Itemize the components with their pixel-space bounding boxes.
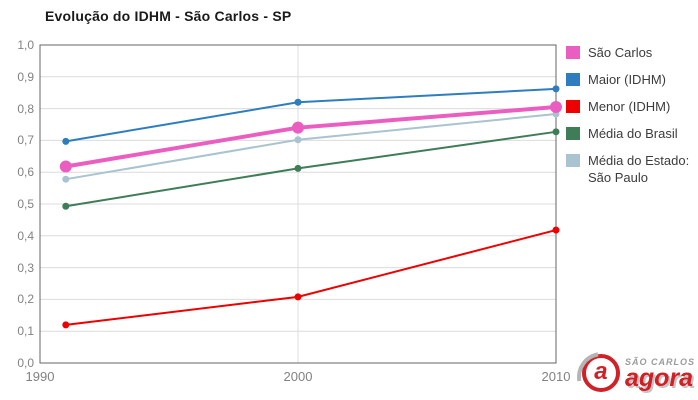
legend-item: Menor (IDHM): [566, 98, 696, 115]
x-tick-label: 1990: [25, 369, 55, 384]
sao-carlos-agora-logo: a SÃO CARLOS agora: [581, 354, 695, 392]
y-tick-label: 0,1: [17, 324, 34, 339]
legend-label: Maior (IDHM): [588, 72, 666, 87]
series-line: [64, 130, 557, 208]
legend-label: Média do Brasil: [588, 126, 678, 141]
y-tick-label: 0,7: [17, 133, 34, 148]
chart-title: Evolução do IDHM - São Carlos - SP: [45, 8, 292, 24]
legend-swatch-icon: [566, 127, 580, 140]
y-tick-label: 0,4: [17, 228, 34, 243]
y-tick-label: 0,3: [17, 260, 34, 275]
data-point: [552, 128, 560, 136]
agora-logo-icon: a: [581, 354, 620, 392]
legend-swatch-icon: [566, 73, 580, 86]
legend-item: São Carlos: [566, 44, 696, 61]
legend-swatch-icon: [566, 100, 580, 113]
y-tick-label: 1,0: [17, 38, 34, 52]
series-line: [64, 113, 557, 181]
data-point: [294, 293, 302, 301]
legend-item: Média do Estado: São Paulo: [566, 152, 696, 186]
data-point: [550, 101, 562, 114]
data-point: [294, 136, 302, 144]
logo-top-text: SÃO CARLOS: [624, 357, 695, 367]
chart-legend: São Carlos Maior (IDHM) Menor (IDHM) Média …: [566, 44, 696, 196]
x-tick-label: 2000: [283, 369, 313, 384]
data-point: [59, 160, 72, 173]
x-tick-label: 2010: [541, 369, 571, 384]
legend-swatch-icon: [566, 154, 580, 167]
data-point: [552, 85, 560, 93]
data-point: [62, 175, 70, 183]
y-tick-label: 0,6: [17, 165, 34, 180]
legend-swatch-icon: [566, 46, 580, 59]
data-point: [62, 202, 70, 210]
legend-item: Média do Brasil: [566, 125, 696, 142]
legend-label: Menor (IDHM): [588, 99, 671, 114]
logo-bottom-text: agora: [624, 364, 694, 392]
y-tick-label: 0,2: [17, 292, 34, 307]
legend-item: Maior (IDHM): [566, 71, 696, 88]
y-tick-label: 0,0: [17, 356, 34, 370]
plot-border: [39, 44, 557, 364]
legend-label: São Carlos: [588, 45, 653, 60]
logo-text: SÃO CARLOS agora: [624, 357, 695, 392]
y-tick-label: 0,9: [17, 69, 34, 84]
series-line: [63, 105, 558, 169]
data-point: [62, 137, 70, 145]
data-point: [292, 121, 304, 134]
legend-label: Média do Estado: São Paulo: [588, 153, 690, 185]
series-line: [64, 229, 557, 326]
data-point: [294, 98, 302, 106]
series-line: [64, 87, 557, 143]
y-tick-label: 0,8: [17, 101, 34, 116]
data-point: [62, 321, 70, 329]
data-point: [552, 226, 560, 234]
y-tick-label: 0,5: [17, 197, 34, 211]
data-point: [294, 164, 302, 172]
